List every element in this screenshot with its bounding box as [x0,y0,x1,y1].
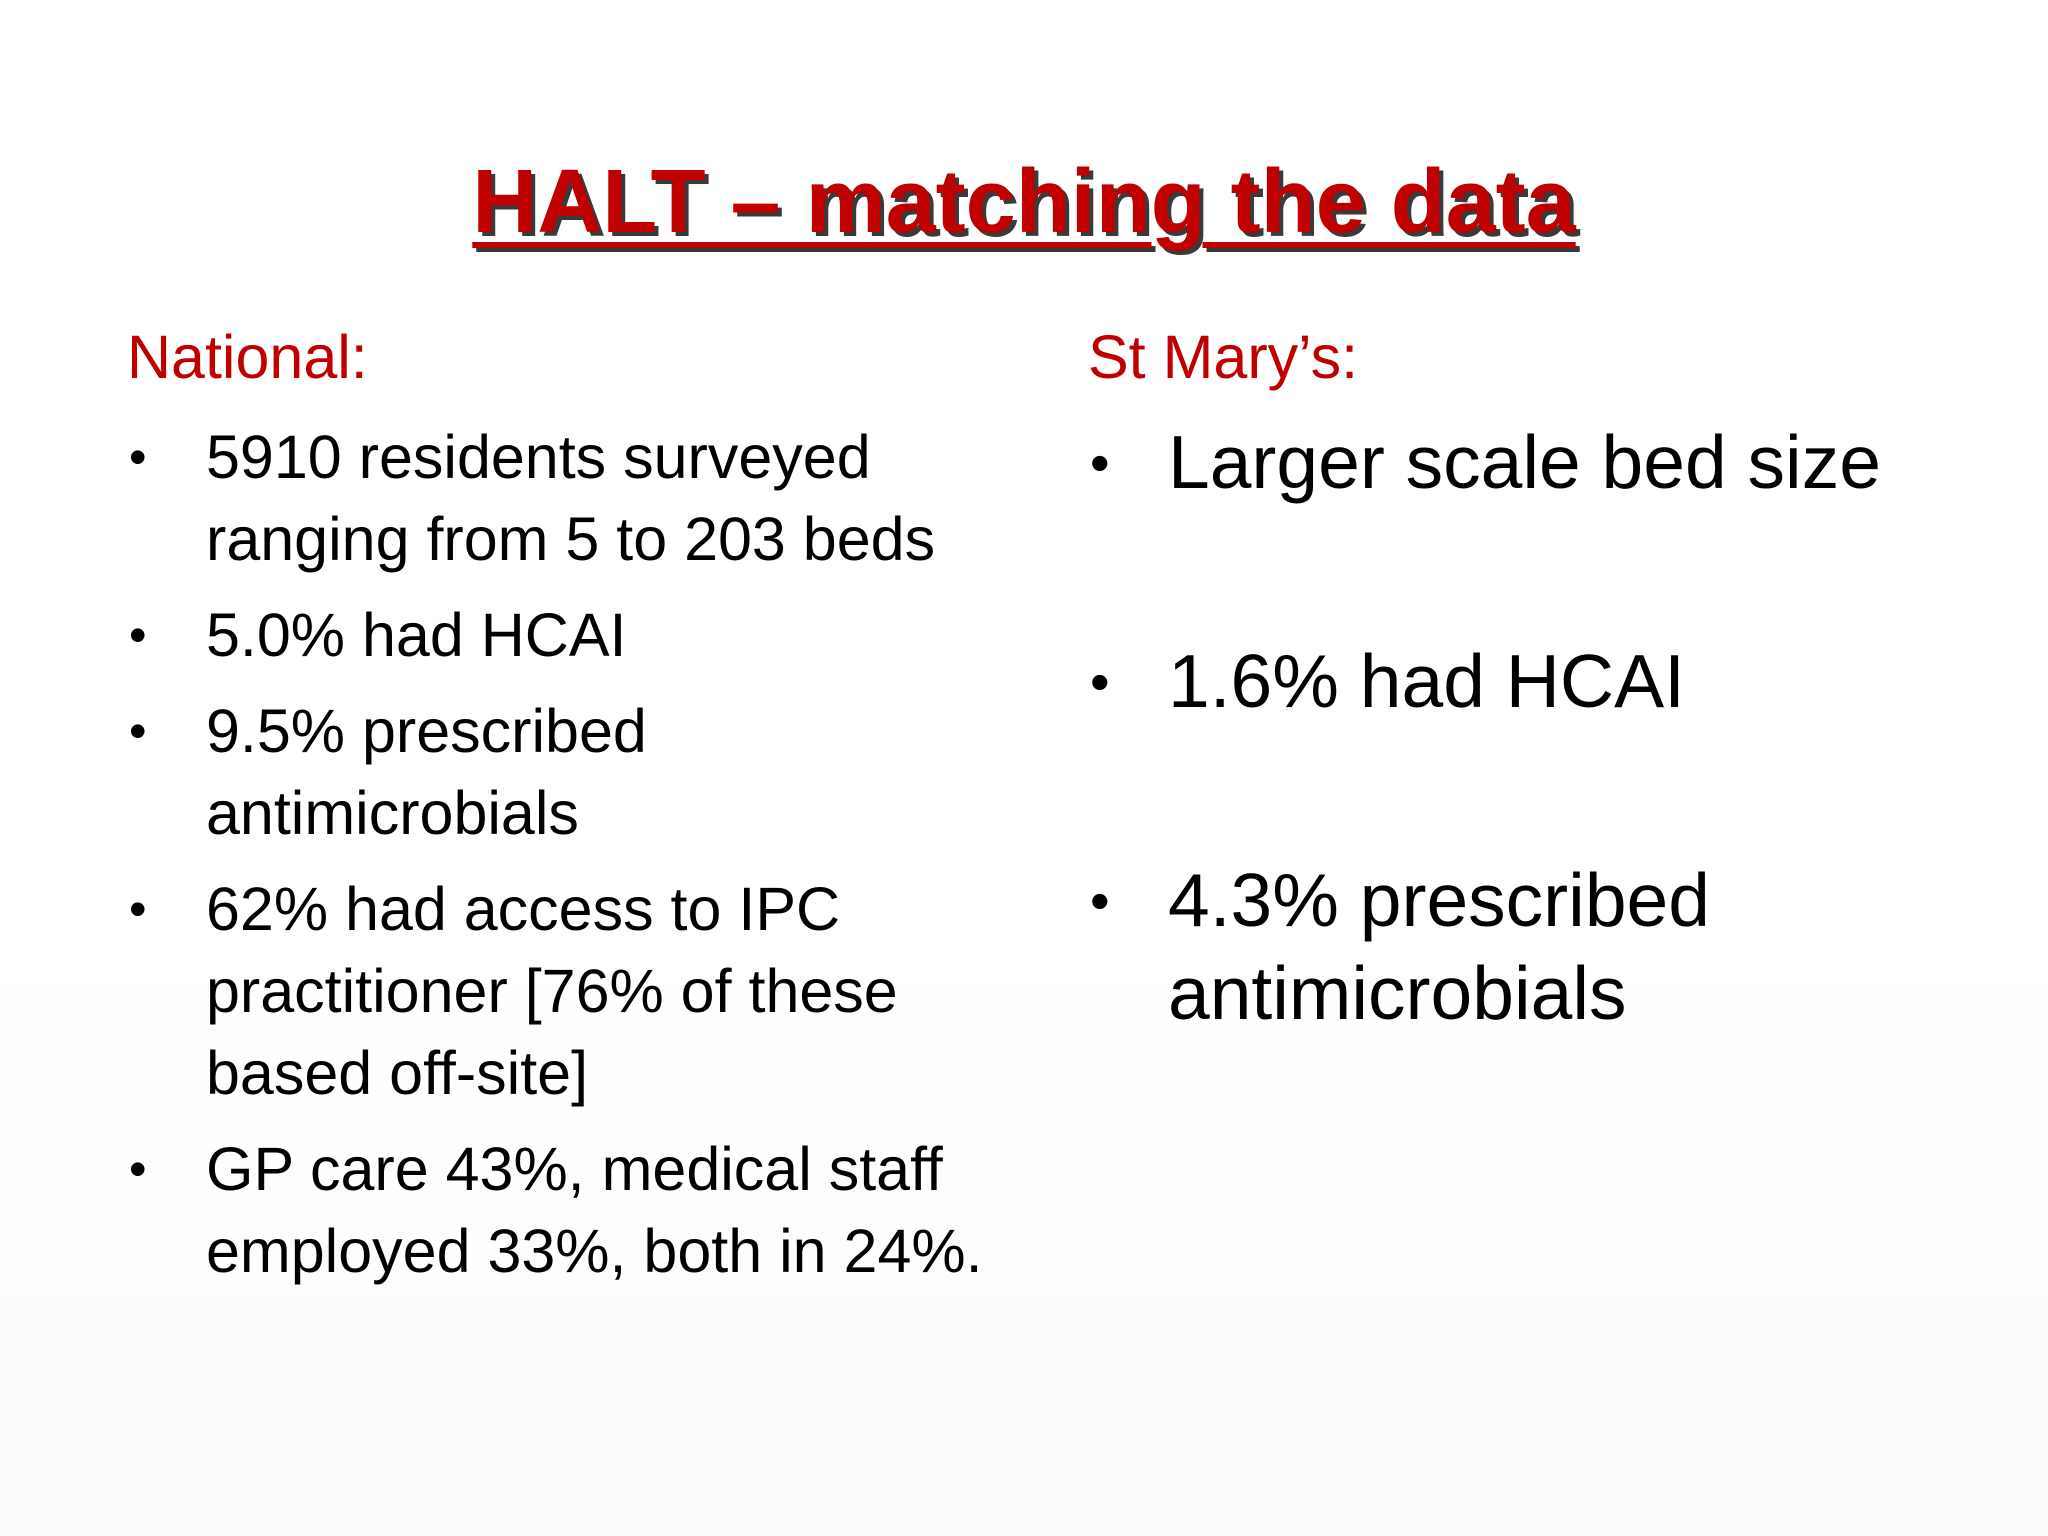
national-heading: National: [127,323,368,391]
bullet-text: Larger scale bed size [1168,420,1881,504]
national-column: National: • 5910 residents surveyed rangi… [127,318,1007,1306]
bullet-icon: • [129,607,147,663]
bullet-icon: • [129,703,147,759]
bullet-text: GP care 43%, medical staff employed 33%,… [206,1135,983,1285]
bullet-icon: • [1090,650,1110,713]
list-item: • 4.3% prescribed antimicrobials [1088,854,1988,1040]
bullet-text: 5910 residents surveyed ranging from 5 t… [206,423,936,573]
list-item: • 1.6% had HCAI [1088,635,1988,728]
bullet-text: 5.0% had HCAI [206,601,627,669]
bullet-text: 9.5% prescribed antimicrobials [206,697,647,847]
slide-title: HALT – matching the data [472,152,1576,252]
bullet-text: 62% had access to IPC practitioner [76% … [206,875,898,1107]
bullet-text: 4.3% prescribed antimicrobials [1168,858,1710,1035]
st-marys-column: St Mary’s: • Larger scale bed size • 1.6% … [1088,318,1988,1054]
bullet-text: 1.6% had HCAI [1168,639,1685,723]
list-item: • 5.0% had HCAI [127,594,1007,676]
bullet-icon: • [129,881,147,937]
list-item: • 62% had access to IPC practitioner [76%… [127,868,1007,1114]
st-marys-bullet-list: • Larger scale bed size • 1.6% had HCAI • 4… [1088,416,1988,1040]
list-item: • 5910 residents surveyed ranging from 5 … [127,416,1007,580]
national-bullet-list: • 5910 residents surveyed ranging from 5 … [127,416,1007,1292]
list-item: • GP care 43%, medical staff employed 33%… [127,1128,1007,1292]
st-marys-heading: St Mary’s: [1088,323,1359,391]
list-item: • 9.5% prescribed antimicrobials [127,690,1007,854]
bullet-icon: • [129,429,147,485]
list-item: • Larger scale bed size [1088,416,1988,509]
bullet-icon: • [1090,431,1110,494]
bullet-icon: • [129,1141,147,1197]
bullet-icon: • [1090,869,1110,932]
